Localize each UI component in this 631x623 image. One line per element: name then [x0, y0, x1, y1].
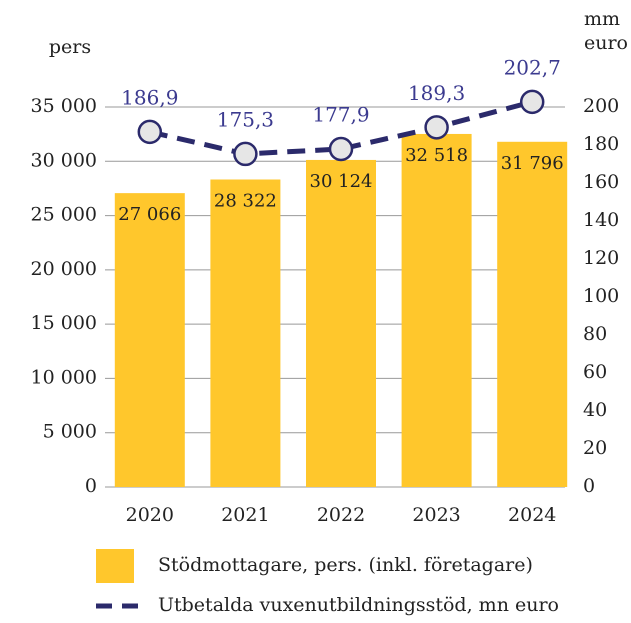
x-tick-label: 2020	[126, 504, 174, 526]
y2-tick-label: 60	[583, 361, 607, 383]
bar-value-label: 32 518	[405, 145, 468, 166]
x-tick-label: 2024	[508, 504, 556, 526]
line-marker	[233, 141, 258, 167]
bar	[210, 179, 281, 487]
y2-axis-label: euro	[584, 32, 628, 54]
x-tick-label: 2022	[317, 504, 365, 526]
y-tick-label: 35 000	[31, 95, 97, 117]
y-tick-label: 10 000	[31, 366, 97, 388]
y2-tick-label: 20	[583, 437, 607, 459]
y-axis-label: pers	[49, 36, 91, 58]
bar	[401, 133, 472, 487]
line-marker	[328, 136, 354, 162]
bar-value-label: 28 322	[214, 191, 277, 212]
x-tick-label: 2023	[412, 504, 460, 526]
line-value-label: 202,7	[504, 55, 561, 79]
bar	[497, 141, 568, 487]
line-marker	[519, 89, 545, 115]
line-value-label: 186,9	[121, 85, 178, 109]
line-marker	[137, 119, 163, 145]
line-value-label: 175,3	[217, 107, 274, 131]
bar-value-label: 27 066	[118, 204, 181, 225]
x-tick-label: 2021	[221, 504, 269, 526]
legend-label: Stödmottagare, pers. (inkl. företagare)	[158, 554, 533, 576]
y2-axis-label: mm	[584, 8, 620, 30]
y-tick-label: 15 000	[31, 312, 97, 334]
bar-value-label: 31 796	[501, 153, 564, 174]
y2-tick-label: 80	[583, 323, 607, 345]
y2-tick-label: 0	[583, 475, 595, 497]
bar-value-label: 30 124	[310, 171, 373, 192]
y-tick-label: 5 000	[43, 421, 97, 443]
y-tick-label: 0	[85, 475, 97, 497]
y2-tick-label: 140	[583, 209, 619, 231]
y2-tick-label: 200	[583, 95, 619, 117]
y-tick-label: 20 000	[31, 258, 97, 280]
y-tick-label: 25 000	[31, 204, 97, 226]
y2-tick-label: 160	[583, 171, 619, 193]
y2-tick-label: 40	[583, 399, 607, 421]
line-marker	[424, 115, 449, 140]
y2-tick-label: 100	[583, 285, 619, 307]
y2-tick-label: 180	[583, 133, 619, 155]
bar	[114, 193, 185, 487]
legend-label: Utbetalda vuxenutbildningsstöd, mn euro	[158, 594, 559, 616]
line	[149, 99, 533, 157]
line-value-label: 189,3	[408, 81, 465, 105]
bar	[306, 159, 376, 487]
y2-tick-label: 120	[583, 247, 619, 269]
line-value-label: 177,9	[312, 102, 369, 126]
legend-swatch	[96, 549, 134, 583]
y-tick-label: 30 000	[31, 149, 97, 171]
